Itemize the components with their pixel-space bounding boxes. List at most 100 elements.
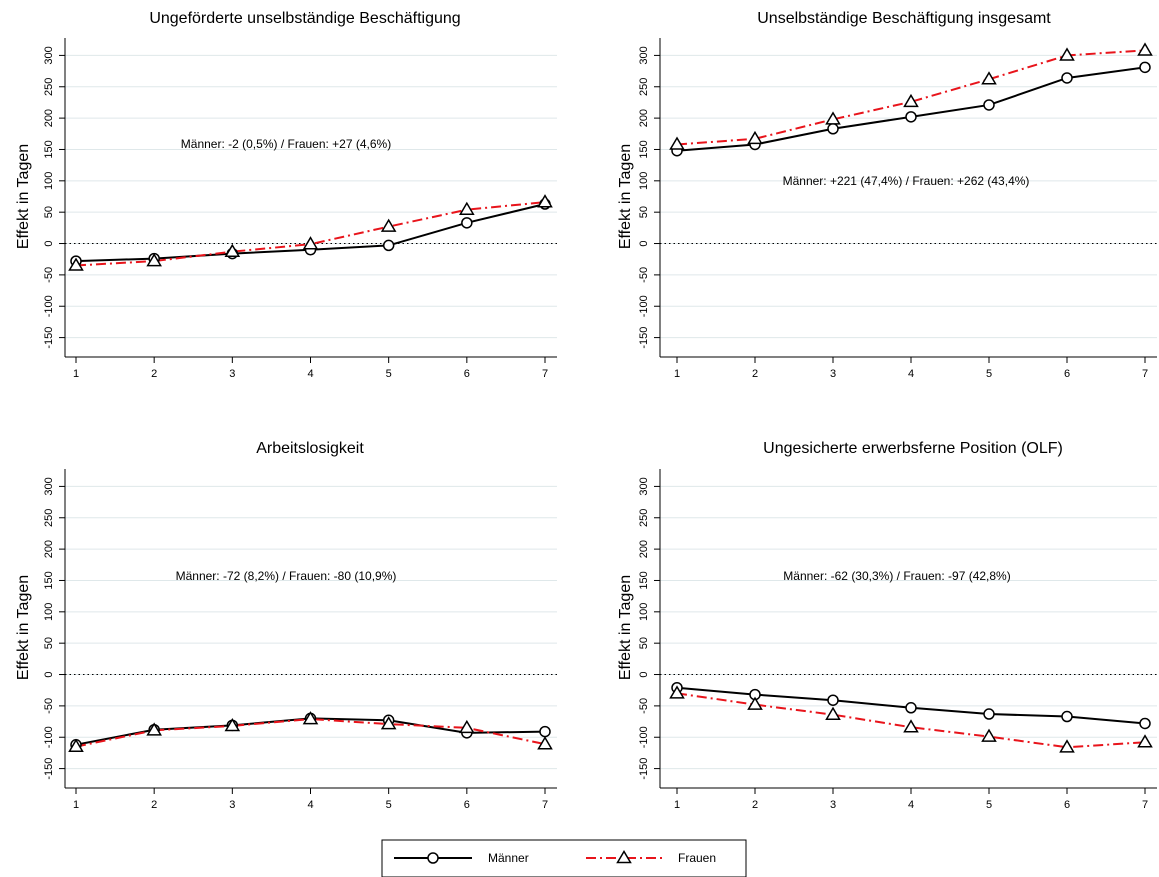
data-point-frauen bbox=[747, 696, 763, 710]
y-tick-label: 0 bbox=[638, 671, 650, 677]
y-tick-label: -150 bbox=[43, 758, 55, 780]
data-point-frauen bbox=[302, 236, 319, 250]
y-tick-label: 200 bbox=[43, 109, 55, 127]
data-point-frauen bbox=[68, 257, 84, 271]
x-tick-label: 6 bbox=[464, 368, 470, 380]
y-tick-label: 150 bbox=[43, 571, 55, 589]
y-tick-label: 0 bbox=[43, 671, 55, 677]
y-axis-label: Effekt in Tagen bbox=[15, 575, 32, 680]
y-tick-label: 200 bbox=[43, 540, 55, 558]
y-tick-label: 300 bbox=[638, 477, 650, 495]
y-axis-label: Effekt in Tagen bbox=[15, 144, 32, 249]
data-point-maenner bbox=[905, 702, 917, 714]
x-tick-label: 3 bbox=[830, 368, 836, 380]
chart-panel-1: Ungeförderte unselbständige Beschäftigun… bbox=[15, 10, 557, 380]
x-tick-label: 3 bbox=[830, 799, 836, 811]
chart-title: Arbeitslosigkeit bbox=[256, 440, 364, 457]
data-point-frauen bbox=[903, 93, 919, 108]
y-tick-label: 200 bbox=[638, 109, 650, 127]
data-point-maenner bbox=[1139, 717, 1151, 730]
chart-annotation: Männer: +221 (47,4%) / Frauen: +262 (43,… bbox=[783, 174, 1030, 188]
data-point-frauen bbox=[981, 71, 997, 85]
y-tick-label: -50 bbox=[638, 698, 650, 714]
y-axis-label: Effekt in Tagen bbox=[617, 144, 634, 249]
y-tick-label: 100 bbox=[638, 603, 650, 621]
data-point-maenner bbox=[827, 694, 839, 706]
data-point-frauen bbox=[68, 738, 84, 752]
x-tick-label: 2 bbox=[151, 799, 157, 811]
chart-panel-2: Unselbständige Beschäftigung insgesamt Ef… bbox=[617, 10, 1157, 380]
x-tick-label: 6 bbox=[1064, 368, 1070, 380]
chart-annotation: Männer: -72 (8,2%) / Frauen: -80 (10,9%) bbox=[176, 569, 397, 583]
y-tick-label: -50 bbox=[43, 698, 55, 714]
y-tick-label: 200 bbox=[638, 540, 650, 558]
y-tick-label: -150 bbox=[43, 327, 55, 349]
data-point-frauen bbox=[224, 717, 241, 732]
y-tick-label: -100 bbox=[638, 295, 650, 317]
data-point-frauen bbox=[1137, 734, 1153, 748]
data-point-maenner bbox=[382, 239, 395, 252]
x-tick-label: 7 bbox=[1142, 799, 1148, 811]
x-tick-label: 7 bbox=[542, 368, 548, 380]
chart-title: Ungesicherte erwerbsferne Position (OLF) bbox=[763, 440, 1063, 457]
chart-legend: Männer Frauen bbox=[381, 839, 747, 877]
x-tick-label: 6 bbox=[464, 799, 470, 811]
y-tick-label: 150 bbox=[638, 140, 650, 158]
data-point-frauen bbox=[825, 111, 841, 125]
data-point-frauen bbox=[903, 719, 919, 733]
data-point-frauen bbox=[302, 711, 319, 725]
y-tick-label: -100 bbox=[43, 295, 55, 317]
legend-marker-maenner bbox=[427, 852, 439, 864]
x-tick-label: 7 bbox=[1142, 368, 1148, 380]
x-tick-label: 4 bbox=[908, 799, 914, 811]
data-point-frauen bbox=[669, 136, 685, 150]
y-tick-label: -100 bbox=[638, 726, 650, 748]
chart-annotation: Männer: -62 (30,3%) / Frauen: -97 (42,8%… bbox=[783, 569, 1010, 583]
x-tick-label: 5 bbox=[386, 799, 392, 811]
data-point-maenner bbox=[905, 111, 917, 123]
data-point-maenner bbox=[461, 217, 473, 229]
y-tick-label: -50 bbox=[638, 267, 650, 283]
data-point-frauen bbox=[825, 706, 841, 720]
data-point-frauen bbox=[537, 194, 553, 208]
y-tick-label: 300 bbox=[43, 46, 55, 64]
y-tick-label: -150 bbox=[638, 327, 650, 349]
y-tick-label: 100 bbox=[43, 172, 55, 190]
y-tick-label: 0 bbox=[638, 240, 650, 246]
y-axis-label: Effekt in Tagen bbox=[617, 575, 634, 680]
x-tick-label: 6 bbox=[1064, 799, 1070, 811]
x-tick-label: 2 bbox=[151, 368, 157, 380]
x-tick-label: 1 bbox=[674, 368, 680, 380]
y-tick-label: 300 bbox=[638, 46, 650, 64]
chart-panel-4: Ungesicherte erwerbsferne Position (OLF)… bbox=[617, 440, 1157, 811]
y-tick-label: -50 bbox=[43, 267, 55, 283]
x-tick-label: 5 bbox=[986, 368, 992, 380]
x-tick-label: 1 bbox=[73, 799, 79, 811]
chart-panel-3: Arbeitslosigkeit Effekt in Tagen -150 -100 -… bbox=[15, 440, 557, 811]
y-tick-label: 50 bbox=[638, 206, 650, 218]
data-point-frauen bbox=[146, 253, 162, 267]
data-point-frauen bbox=[1137, 42, 1153, 56]
x-tick-label: 2 bbox=[752, 799, 758, 811]
x-tick-label: 4 bbox=[307, 799, 313, 811]
data-point-frauen bbox=[459, 719, 475, 734]
data-point-frauen bbox=[1059, 47, 1075, 61]
x-tick-label: 5 bbox=[986, 799, 992, 811]
x-tick-label: 3 bbox=[229, 799, 235, 811]
y-tick-label: 250 bbox=[638, 509, 650, 527]
y-tick-label: 150 bbox=[43, 140, 55, 158]
data-point-frauen bbox=[981, 728, 997, 742]
data-point-maenner bbox=[983, 99, 995, 111]
x-tick-label: 2 bbox=[752, 368, 758, 380]
chart-title: Unselbständige Beschäftigung insgesamt bbox=[757, 10, 1051, 27]
data-point-maenner bbox=[1139, 61, 1151, 74]
y-tick-label: 50 bbox=[43, 637, 55, 649]
chart-annotation: Männer: -2 (0,5%) / Frauen: +27 (4,6%) bbox=[181, 137, 391, 151]
data-point-frauen bbox=[380, 716, 397, 730]
legend-label-frauen: Frauen bbox=[678, 851, 716, 865]
y-tick-label: 100 bbox=[43, 603, 55, 621]
x-tick-label: 1 bbox=[73, 368, 79, 380]
series-line-frauen bbox=[75, 201, 546, 267]
x-tick-label: 1 bbox=[674, 799, 680, 811]
x-tick-label: 7 bbox=[542, 799, 548, 811]
